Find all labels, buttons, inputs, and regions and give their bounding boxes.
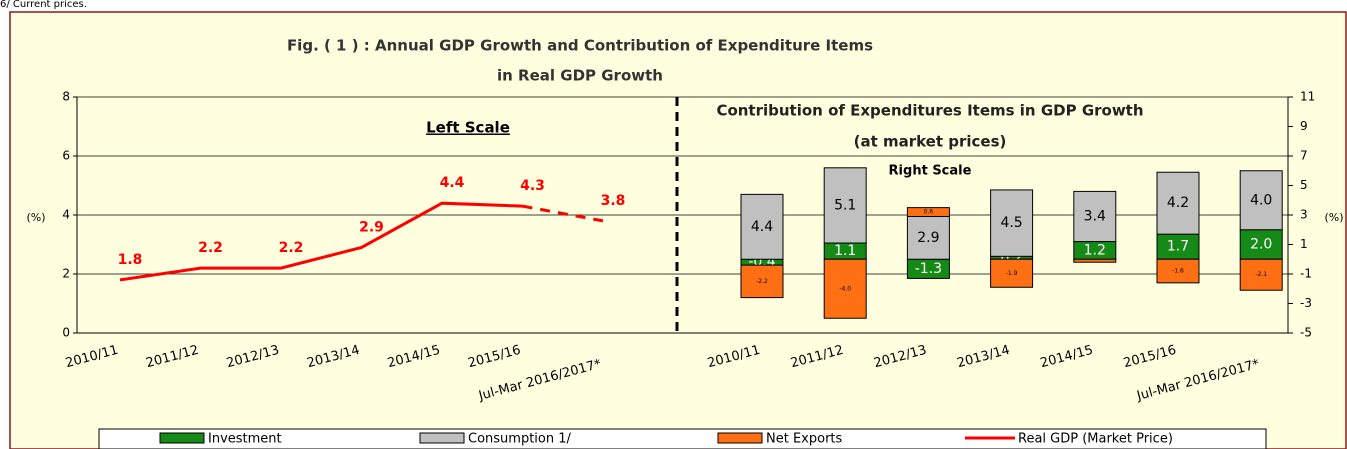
panel-title: Contribution of Expenditures Items in GD… — [716, 102, 1143, 120]
legend — [98, 428, 1267, 449]
data-label: 4.3 — [520, 178, 545, 194]
data-label: 4.4 — [440, 175, 465, 191]
bar — [740, 193, 784, 260]
bar — [1239, 229, 1283, 260]
data-label: 1.7 — [1167, 239, 1189, 255]
data-label: 2.9 — [359, 219, 384, 235]
y2-tick-label: 7 — [1300, 149, 1308, 163]
y2-axis-label: (%) — [1324, 211, 1343, 224]
y-tick-label: 8 — [62, 90, 70, 104]
y-tick-label: 2 — [62, 267, 70, 281]
data-label: 4.0 — [1250, 192, 1272, 208]
y2-tick-label: -5 — [1300, 326, 1312, 340]
bar — [740, 264, 784, 299]
panel-subtitle: (at market prices) — [854, 133, 1007, 151]
bar — [1073, 190, 1117, 243]
data-line — [522, 204, 604, 223]
data-label: 5.1 — [834, 197, 856, 213]
data-label: 4.5 — [1000, 215, 1022, 231]
data-label: -1.3 — [915, 261, 942, 277]
bar — [990, 258, 1034, 288]
legend-label: Consumption 1/ — [468, 432, 572, 447]
bar — [1239, 258, 1283, 291]
bar — [1073, 258, 1117, 263]
y2-tick-label: 3 — [1300, 208, 1308, 222]
bar — [906, 215, 950, 260]
bar — [990, 189, 1034, 257]
y2-tick-label: 9 — [1300, 119, 1308, 133]
bar — [823, 258, 867, 319]
data-label: -4.0 — [839, 285, 851, 292]
y-tick-label: 0 — [62, 326, 70, 340]
data-label: 1.2 — [1084, 242, 1106, 258]
y2-tick-label: 1 — [1300, 237, 1308, 251]
data-label: 3.8 — [601, 193, 626, 209]
chart-title: in Real GDP Growth — [497, 67, 663, 85]
data-label: -2.1 — [1255, 271, 1267, 278]
legend-swatch — [159, 432, 205, 444]
y2-tick-label: 5 — [1300, 178, 1308, 192]
data-label: -2.2 — [756, 278, 768, 285]
bar — [1156, 258, 1200, 284]
y-tick-label: 4 — [62, 208, 70, 222]
data-label: 1.8 — [118, 252, 143, 268]
annotation: Right Scale — [889, 164, 972, 179]
data-label: 2.0 — [1250, 237, 1272, 253]
data-label: -1.9 — [1006, 270, 1018, 277]
note: 6/ Current prices. — [0, 0, 87, 10]
legend-swatch — [717, 432, 763, 444]
y2-tick-label: -3 — [1300, 296, 1312, 310]
chart-frame — [9, 11, 1347, 449]
y-tick-label: 6 — [62, 149, 70, 163]
legend-label: Net Exports — [766, 432, 843, 447]
data-label: 2.2 — [198, 240, 223, 256]
data-line — [119, 201, 523, 282]
data-label: 3.4 — [1084, 208, 1106, 224]
bar — [1239, 170, 1283, 231]
data-label: 2.9 — [917, 230, 939, 246]
legend-swatch — [419, 432, 465, 444]
chart-title: Fig. ( 1 ) : Annual GDP Growth and Contr… — [287, 37, 873, 55]
y2-tick-label: 11 — [1300, 90, 1315, 104]
legend-label: Investment — [208, 432, 282, 447]
data-label: 1.1 — [834, 243, 856, 259]
data-label: 4.2 — [1167, 195, 1189, 211]
data-label: -1.6 — [1172, 268, 1184, 275]
data-label: 0.6 — [924, 209, 934, 216]
y-axis-label: (%) — [26, 211, 45, 224]
annotation: Left Scale — [426, 119, 510, 137]
bar — [823, 167, 867, 244]
data-label: 4.4 — [751, 219, 773, 235]
legend-label: Real GDP (Market Price) — [1018, 432, 1173, 447]
bar — [906, 207, 950, 217]
y2-tick-label: -1 — [1300, 267, 1312, 281]
data-label: 2.2 — [279, 240, 304, 256]
bar — [1156, 171, 1200, 235]
